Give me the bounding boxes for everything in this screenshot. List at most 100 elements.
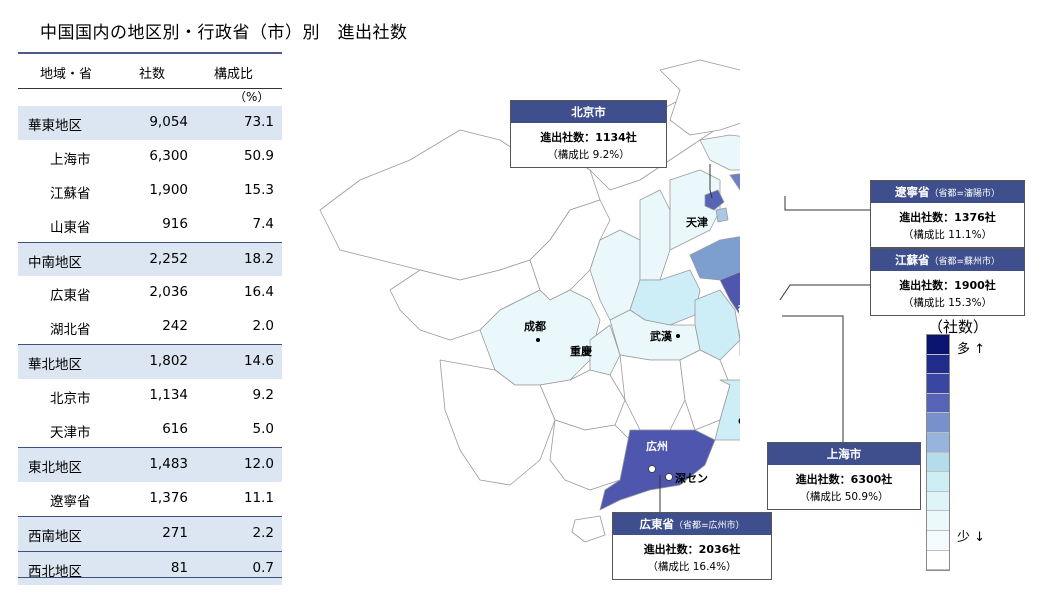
- region-tianjin: [715, 207, 729, 223]
- region-fujian: [714, 379, 740, 441]
- row-count: 1,802: [149, 353, 188, 370]
- row-name: 北京市: [50, 391, 91, 408]
- legend-swatch: [927, 452, 949, 473]
- region-guangdong: [599, 429, 716, 511]
- leader-liaoning: [784, 196, 870, 211]
- callout-jiangsu-ratio: （構成比 15.3%）: [902, 297, 993, 309]
- row-ratio: 2.2: [252, 524, 274, 541]
- legend-low-label: 少 ↓: [957, 530, 986, 545]
- row-ratio: 11.1: [243, 489, 274, 506]
- row-count: 9,054: [149, 114, 188, 130]
- region-yunnan: [439, 359, 556, 486]
- row-count: 2,252: [149, 250, 188, 267]
- row-count: 81: [170, 559, 188, 576]
- legend-scale: [926, 334, 950, 572]
- city-dot-wuhan: [676, 334, 680, 338]
- city-label-guangzhou: 広州: [646, 439, 668, 453]
- row-ratio: 16.4: [243, 284, 274, 301]
- callout-liaoning-note: （省都=瀋陽市）: [929, 189, 1001, 199]
- callout-beijing-count: 進出社数：1134社: [540, 131, 637, 144]
- callout-jiangsu-title: 江蘇省（省都=蘇州市）: [871, 249, 1024, 271]
- table-row: 東北地区 1,483 12.0: [18, 446, 282, 482]
- table-row: 遼寧省 1,376 11.1: [18, 482, 282, 516]
- legend-swatch: [927, 374, 949, 394]
- legend-swatch: [927, 335, 949, 355]
- region-guangxi: [549, 419, 631, 491]
- region-shandong: [689, 236, 740, 281]
- row-ratio: 2.0: [252, 318, 274, 335]
- callout-shanghai-count: 進出社数：6300社: [795, 473, 893, 486]
- row-count: 2,036: [149, 284, 188, 301]
- table-row: 広東省 2,036 16.4: [18, 276, 282, 310]
- region-jilin: [699, 134, 740, 171]
- callout-jiangsu-name: 江蘇省: [894, 253, 930, 267]
- callout-guangdong: 広東省（省都=広州市） 進出社数：2036社 （構成比 16.4%）: [612, 512, 772, 580]
- header-region: 地域・省: [40, 67, 93, 82]
- row-ratio: 12.0: [243, 455, 274, 472]
- callout-shanghai-ratio: （構成比 50.9%）: [799, 491, 889, 503]
- row-name: 山東省: [50, 219, 91, 236]
- callout-liaoning-name: 遼寧省: [894, 185, 930, 199]
- legend-swatch: [927, 393, 949, 414]
- legend-swatch: [927, 413, 949, 433]
- leader-jiangsu: [779, 284, 870, 301]
- table-row: 天津市 616 5.0: [18, 413, 282, 447]
- row-name: 湖北省: [50, 322, 91, 339]
- city-dot-xiamen: [738, 418, 740, 424]
- row-count: 1,134: [149, 387, 188, 404]
- table-row: 上海市 6,300 50.9: [18, 140, 282, 174]
- city-dot-chengdu: [536, 338, 540, 342]
- table-body: 華東地区 9,054 73.1 上海市 6,300 50.9 江蘇省 1,900 15.3 山東省…: [18, 106, 282, 586]
- table-row: 山東省 916 7.4: [18, 208, 282, 242]
- region-hunan: [619, 354, 686, 431]
- unit-label: （%）: [234, 90, 270, 104]
- row-name: 華東地区: [28, 118, 82, 134]
- row-name: 江蘇省: [50, 185, 91, 202]
- legend-swatch: [927, 354, 949, 375]
- city-label-chengdu: 成都: [524, 319, 546, 333]
- city-markers: 大連天津青島蘇州寧波温州厦門広州深セン成都重慶武漢: [524, 215, 740, 485]
- callout-shanghai: 上海市 進出社数：6300社 （構成比 50.9%）: [767, 442, 921, 510]
- table-row: 華北地区 1,802 14.6: [18, 344, 282, 380]
- row-name: 東北地区: [28, 459, 82, 476]
- row-ratio: 50.9: [243, 147, 274, 164]
- table-row: 江蘇省 1,900 15.3: [18, 174, 282, 208]
- callout-guangdong-ratio: （構成比 16.4%）: [647, 561, 737, 573]
- legend-swatch: [927, 511, 949, 531]
- region-shanxi: [639, 189, 671, 281]
- legend-swatch: [927, 530, 949, 551]
- city-dot-guangzhou: [648, 465, 656, 473]
- row-count: 1,376: [149, 489, 188, 506]
- row-name: 遼寧省: [50, 493, 91, 510]
- table-row: 西北地区 81 0.7: [18, 550, 282, 586]
- row-ratio: 15.3: [243, 181, 274, 198]
- row-count: 916: [162, 215, 188, 232]
- leader-shanghai: [782, 315, 844, 442]
- row-name: 上海市: [50, 151, 91, 168]
- callout-guangdong-count: 進出社数：2036社: [643, 543, 741, 556]
- region-chongqing: [589, 324, 621, 376]
- callout-liaoning-ratio: （構成比 11.1%）: [902, 229, 993, 241]
- row-name: 華北地区: [28, 357, 82, 374]
- callout-liaoning-title: 遼寧省（省都=瀋陽市）: [871, 181, 1024, 203]
- row-ratio: 14.6: [243, 353, 274, 370]
- row-count: 1,900: [149, 181, 188, 198]
- legend-swatch: [927, 491, 949, 512]
- legend-swatch: [927, 432, 949, 453]
- callout-guangdong-name: 広東省: [639, 517, 674, 531]
- table-row: 湖北省 242 2.0: [18, 310, 282, 344]
- row-ratio: 0.7: [252, 559, 274, 576]
- callout-guangdong-note: （省都=広州市）: [673, 521, 745, 531]
- china-map: 大連天津青島蘇州寧波温州厦門広州深セン成都重慶武漢: [319, 59, 740, 543]
- city-dot-shenzhen: [665, 473, 673, 481]
- callout-jiangsu-note: （省都=蘇州市）: [929, 257, 1001, 267]
- table-header: 地域・省 社数 構成比: [18, 52, 282, 89]
- row-name: 西北地区: [28, 563, 82, 580]
- callout-beijing-title: 北京市: [511, 101, 666, 123]
- row-ratio: 18.2: [243, 250, 274, 267]
- region-liaoning: [729, 173, 740, 191]
- legend-title: （社数）: [928, 318, 989, 336]
- row-count: 1,483: [149, 455, 188, 472]
- row-count: 616: [162, 421, 188, 438]
- city-label-chongqing: 重慶: [570, 344, 592, 358]
